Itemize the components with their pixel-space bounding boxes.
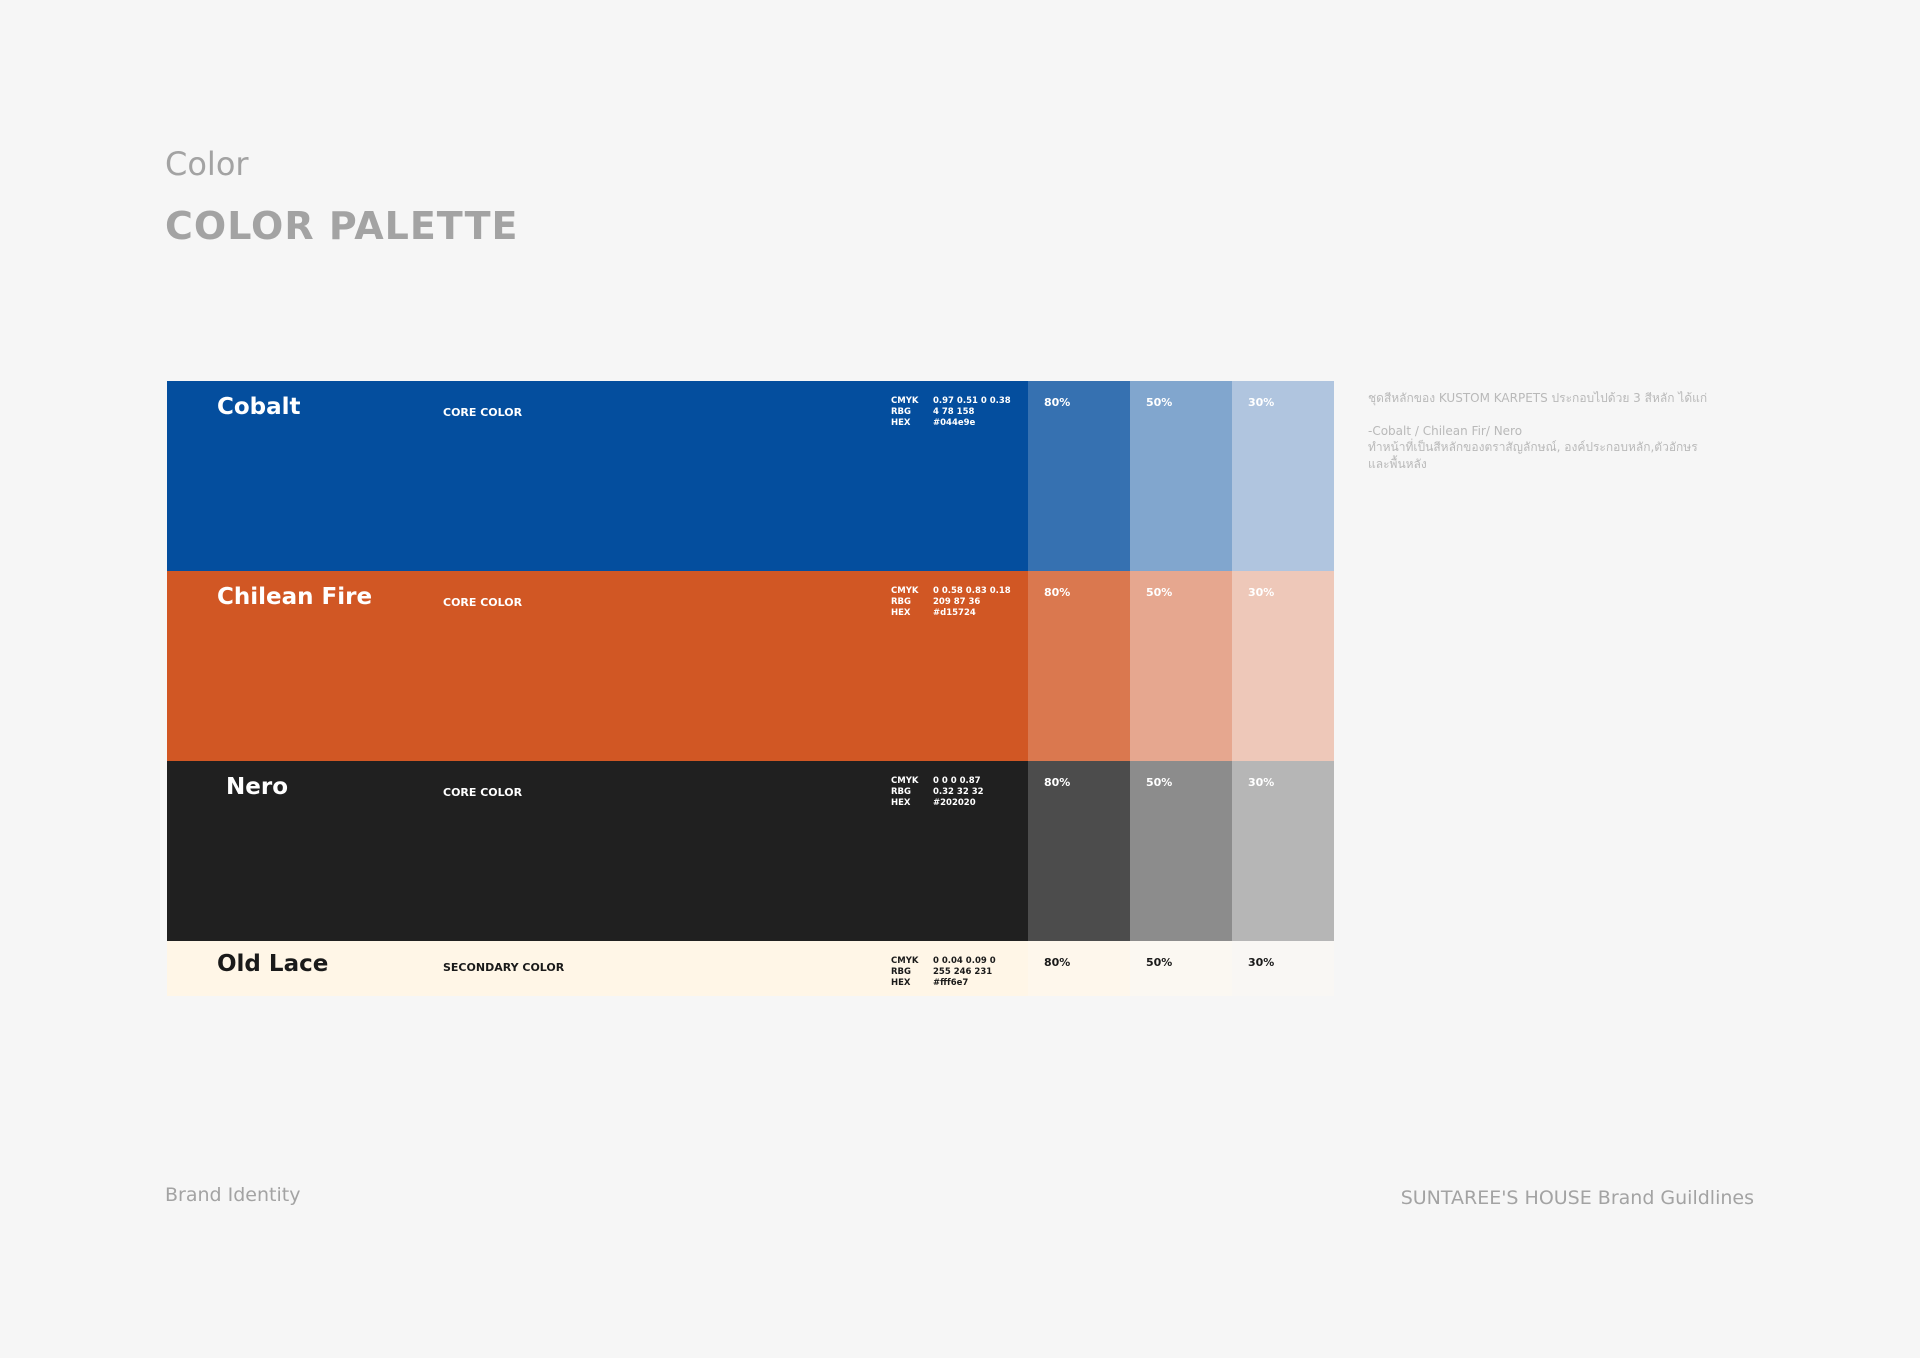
hex-key: HEX — [891, 608, 911, 618]
tint-30-swatch: 30% — [1232, 381, 1334, 571]
tint-30-swatch: 30% — [1232, 761, 1334, 941]
color-specs: CMYK 0.97 0.51 0 0.38 RBG 4 78 158 HEX #044… — [891, 396, 1011, 429]
color-role: CORE COLOR — [443, 596, 523, 609]
hex-value: #fff6e7 — [933, 978, 969, 988]
tint-50-swatch: 50% — [1130, 761, 1232, 941]
rgb-key: RBG — [891, 787, 912, 797]
color-specs: CMYK 0 0.58 0.83 0.18 RBG 209 87 36 HEX #d1… — [891, 586, 1011, 619]
footer-document-title: SUNTAREE'S HOUSE Brand Guildlines — [1400, 1187, 1754, 1209]
tint-label: 30% — [1248, 956, 1275, 969]
color-specs: CMYK 0 0 0 0.87 RBG 0.32 32 32 HEX #202020 — [891, 776, 984, 809]
color-name: Chilean Fire — [217, 584, 373, 610]
tint-50-swatch: 50% — [1130, 571, 1232, 761]
hex-value: #044e9e — [933, 418, 976, 428]
page-title: COLOR PALETTE — [165, 204, 519, 248]
cmyk-value: 0 0.58 0.83 0.18 — [933, 586, 1011, 596]
hex-key: HEX — [891, 418, 911, 428]
cmyk-value: 0 0.04 0.09 0 — [933, 956, 996, 966]
tint-80-swatch: 80% — [1028, 381, 1130, 571]
tint-label: 80% — [1044, 776, 1071, 789]
tint-label: 80% — [1044, 956, 1071, 969]
color-role: CORE COLOR — [443, 786, 523, 799]
tint-label: 50% — [1146, 776, 1173, 789]
main-swatch — [167, 761, 1028, 941]
cmyk-value: 0 0 0 0.87 — [933, 776, 981, 786]
cmyk-key: CMYK — [891, 396, 919, 406]
rgb-key: RBG — [891, 597, 912, 607]
palette-row-chilean-fire: 80% 50% 30% Chilean Fire CORE COLOR CMYK… — [167, 571, 1334, 761]
cmyk-key: CMYK — [891, 776, 919, 786]
palette-row-cobalt: 80% 50% 30% Cobalt CORE COLOR CMYK 0.97 0… — [167, 381, 1334, 571]
tint-label: 80% — [1044, 586, 1071, 599]
tint-50-swatch: 50% — [1130, 941, 1232, 996]
color-role: CORE COLOR — [443, 406, 523, 419]
rgb-value: 255 246 231 — [933, 967, 993, 977]
cmyk-key: CMYK — [891, 956, 919, 966]
hex-value: #d15724 — [933, 608, 976, 618]
tint-80-swatch: 80% — [1028, 761, 1130, 941]
tint-80-swatch: 80% — [1028, 571, 1130, 761]
palette-description: ชุดสีหลักของ KUSTOM KARPETS ประกอบไปด้วย… — [1368, 390, 1708, 472]
main-swatch — [167, 381, 1028, 571]
tint-label: 30% — [1248, 586, 1275, 599]
footer-section-label: Brand Identity — [165, 1184, 301, 1206]
description-colors: -Cobalt / Chilean Fir/ Nero — [1368, 423, 1523, 438]
hex-key: HEX — [891, 798, 911, 808]
description-intro: ชุดสีหลักของ KUSTOM KARPETS ประกอบไปด้วย… — [1368, 391, 1708, 405]
tint-label: 50% — [1146, 586, 1173, 599]
color-name: Cobalt — [217, 394, 301, 420]
color-name: Nero — [226, 774, 288, 800]
hex-value: #202020 — [933, 798, 976, 808]
rgb-value: 4 78 158 — [933, 407, 975, 417]
color-specs: CMYK 0 0.04 0.09 0 RBG 255 246 231 HEX #fff… — [891, 956, 996, 989]
tint-30-swatch: 30% — [1232, 941, 1334, 996]
hex-key: HEX — [891, 978, 911, 988]
rgb-value: 0.32 32 32 — [933, 787, 984, 797]
rgb-value: 209 87 36 — [933, 597, 981, 607]
cmyk-value: 0.97 0.51 0 0.38 — [933, 396, 1011, 406]
palette-row-old-lace: 80% 50% 30% Old Lace SECONDARY COLOR CMY… — [167, 941, 1334, 996]
color-name: Old Lace — [217, 951, 329, 977]
main-swatch — [167, 571, 1028, 761]
tint-label: 80% — [1044, 396, 1071, 409]
tint-label: 30% — [1248, 776, 1275, 789]
section-label: Color — [165, 145, 249, 183]
main-swatch — [167, 941, 1028, 996]
color-role: SECONDARY COLOR — [443, 961, 565, 974]
tint-label: 50% — [1146, 396, 1173, 409]
rgb-key: RBG — [891, 967, 912, 977]
palette-row-nero: 80% 50% 30% Nero CORE COLOR CMYK 0 0 0 0.… — [167, 761, 1334, 941]
tint-30-swatch: 30% — [1232, 571, 1334, 761]
cmyk-key: CMYK — [891, 586, 919, 596]
description-usage: ทำหน้าที่เป็นสีหลักของตราสัญลักษณ์, องค์… — [1368, 440, 1698, 471]
rgb-key: RBG — [891, 407, 912, 417]
tint-label: 30% — [1248, 396, 1275, 409]
tint-80-swatch: 80% — [1028, 941, 1130, 996]
tint-50-swatch: 50% — [1130, 381, 1232, 571]
tint-label: 50% — [1146, 956, 1173, 969]
color-palette: 80% 50% 30% Cobalt CORE COLOR CMYK 0.97 0… — [167, 381, 1334, 996]
